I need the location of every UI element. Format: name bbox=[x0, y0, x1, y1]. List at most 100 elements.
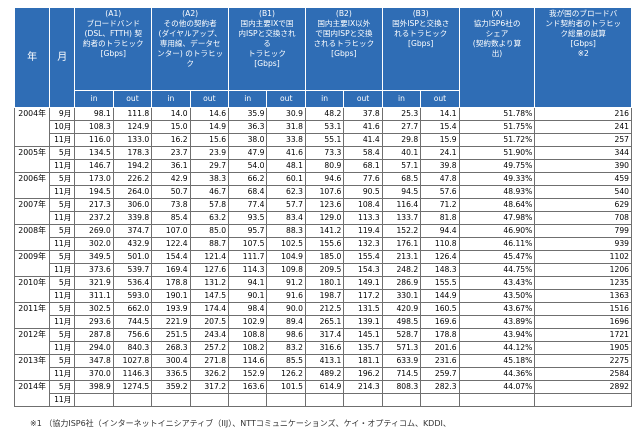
header-b2-text: (B2) 国内主要IX以外 で国内ISPと交換 されるトラヒック [Gbps] bbox=[313, 9, 375, 58]
month-cell: 11月 bbox=[49, 315, 76, 329]
value-cell: 302.5 bbox=[74, 302, 114, 316]
header-a2-text: (A2) その他の契約者 (ダイヤルアップ、 専用線、データセ ンター) のトラ… bbox=[157, 9, 224, 68]
year-cell: 2014年 bbox=[13, 380, 51, 407]
value-cell: 83.2 bbox=[266, 341, 306, 355]
value-cell: 25.3 bbox=[381, 107, 422, 121]
value-cell: 15.6 bbox=[189, 133, 230, 147]
value-cell: 536.4 bbox=[112, 276, 153, 290]
year-cell: 2007年 bbox=[13, 198, 51, 225]
value-cell: 316.6 bbox=[304, 341, 345, 355]
value-cell: 1696 bbox=[534, 315, 632, 329]
value-cell: 257.2 bbox=[189, 341, 230, 355]
value-cell: 163.6 bbox=[228, 380, 268, 394]
value-cell: 178.8 bbox=[420, 328, 460, 342]
value-cell: 1027.8 bbox=[112, 354, 153, 368]
value-cell: 98.6 bbox=[266, 328, 306, 342]
month-cell: 9月 bbox=[49, 107, 76, 121]
value-cell: 271.8 bbox=[189, 354, 230, 368]
value-cell: 221.9 bbox=[151, 315, 191, 329]
value-cell: 241 bbox=[534, 120, 632, 134]
value-cell: 339.8 bbox=[112, 211, 153, 225]
value-cell: 306.0 bbox=[112, 198, 153, 212]
value-cell: 14.6 bbox=[189, 107, 230, 121]
value-cell: 708 bbox=[534, 211, 632, 225]
value-cell: 44.12% bbox=[458, 341, 536, 355]
value-cell: 85.0 bbox=[189, 224, 230, 238]
month-cell: 5月 bbox=[49, 172, 76, 186]
month-cell: 11月 bbox=[49, 289, 76, 303]
value-cell: 46.7 bbox=[189, 185, 230, 199]
value-cell: 104.9 bbox=[266, 250, 306, 264]
value-cell bbox=[458, 393, 536, 407]
value-cell: 420.9 bbox=[381, 302, 422, 316]
value-cell: 107.5 bbox=[228, 237, 268, 251]
value-cell: 134.5 bbox=[74, 146, 114, 160]
value-cell: 43.50% bbox=[458, 289, 536, 303]
value-cell: 16.2 bbox=[151, 133, 191, 147]
value-cell: 41.4 bbox=[343, 133, 383, 147]
value-cell: 108.4 bbox=[343, 198, 383, 212]
year-cell: 2010年 bbox=[13, 276, 51, 303]
value-cell: 152.2 bbox=[381, 224, 422, 238]
value-cell bbox=[343, 393, 383, 407]
header-in: in bbox=[228, 90, 268, 108]
value-cell: 214.3 bbox=[343, 380, 383, 394]
value-cell: 23.9 bbox=[189, 146, 230, 160]
value-cell: 154.3 bbox=[343, 263, 383, 277]
value-cell: 29.8 bbox=[381, 133, 422, 147]
table-row: 2008年 5月 269.0 374.7 107.0 85.0 95.7 88.3 141.2 1… bbox=[13, 224, 632, 251]
value-cell: 90.1 bbox=[228, 289, 268, 303]
value-cell: 808.3 bbox=[381, 380, 422, 394]
value-cell: 1146.3 bbox=[112, 367, 153, 381]
value-cell: 209.5 bbox=[304, 263, 345, 277]
value-cell: 15.9 bbox=[420, 133, 460, 147]
value-cell: 317.4 bbox=[304, 328, 345, 342]
value-cell: 53.1 bbox=[304, 120, 345, 134]
value-cell: 799 bbox=[534, 224, 632, 238]
value-cell: 23.7 bbox=[151, 146, 191, 160]
value-cell: 30.9 bbox=[266, 107, 306, 121]
value-cell: 45.47% bbox=[458, 250, 536, 264]
month-cell: 5月 bbox=[49, 328, 76, 342]
value-cell: 501.0 bbox=[112, 250, 153, 264]
value-cell: 633.9 bbox=[381, 354, 422, 368]
value-cell: 44.75% bbox=[458, 263, 536, 277]
header-year: 年 bbox=[13, 7, 51, 108]
value-cell: 27.7 bbox=[381, 120, 422, 134]
value-cell: 31.8 bbox=[266, 120, 306, 134]
month-cell: 11月 bbox=[49, 341, 76, 355]
value-cell: 107.0 bbox=[151, 224, 191, 238]
value-cell: 24.1 bbox=[420, 146, 460, 160]
value-cell: 160.5 bbox=[420, 302, 460, 316]
value-cell bbox=[151, 393, 191, 407]
value-cell: 14.1 bbox=[420, 107, 460, 121]
table-row: 11月 302.0 432.9 122.4 88.7 107.5 102.5 155.6 132… bbox=[15, 237, 632, 251]
month-cell: 5月 bbox=[49, 250, 76, 264]
value-cell: 43.43% bbox=[458, 276, 536, 290]
value-cell: 231.6 bbox=[420, 354, 460, 368]
value-cell: 216 bbox=[534, 107, 632, 121]
value-cell: 116.0 bbox=[74, 133, 114, 147]
value-cell: 47.8 bbox=[420, 172, 460, 186]
value-cell: 71.2 bbox=[420, 198, 460, 212]
value-cell: 51.75% bbox=[458, 120, 536, 134]
value-cell: 36.3 bbox=[228, 120, 268, 134]
value-cell: 330.1 bbox=[381, 289, 422, 303]
table-row: 2007年 5月 217.3 306.0 73.8 57.8 77.4 57.7 123.6 10… bbox=[13, 198, 632, 225]
value-cell: 54.0 bbox=[228, 159, 268, 173]
year-cell: 2004年 bbox=[13, 107, 51, 147]
header-a1-text: (A1) ブロードバンド (DSL、FTTH) 契 約者のトラヒック [Gbps… bbox=[82, 9, 144, 58]
value-cell: 432.9 bbox=[112, 237, 153, 251]
header-total: 我が国のブロードバ ンド契約者のトラヒッ ク総量の試算 [Gbps] ※2 bbox=[534, 7, 632, 108]
header-in: in bbox=[151, 90, 191, 108]
value-cell: 257 bbox=[534, 133, 632, 147]
month-cell: 5月 bbox=[49, 146, 76, 160]
value-cell: 102.5 bbox=[266, 237, 306, 251]
value-cell: 193.9 bbox=[151, 302, 191, 316]
value-cell: 122.4 bbox=[151, 237, 191, 251]
value-cell: 237.2 bbox=[74, 211, 114, 225]
value-cell: 398.9 bbox=[74, 380, 114, 394]
value-cell: 50.7 bbox=[151, 185, 191, 199]
value-cell: 939 bbox=[534, 237, 632, 251]
month-cell: 11月 bbox=[49, 367, 76, 381]
